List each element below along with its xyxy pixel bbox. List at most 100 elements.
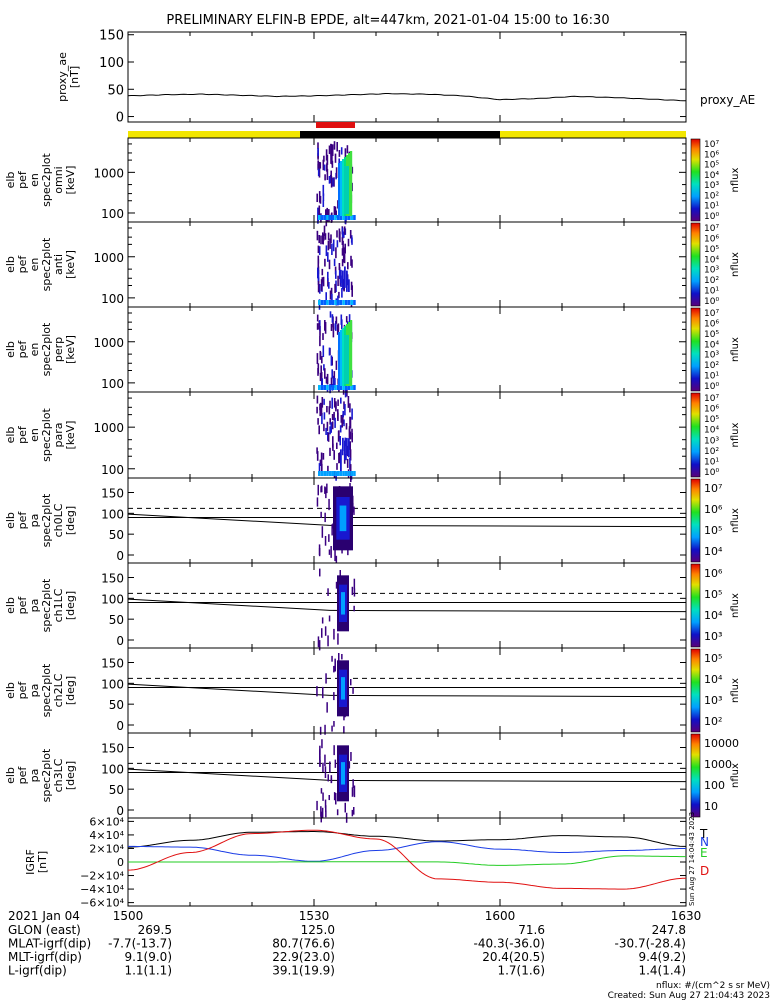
spectrogram-pixel xyxy=(351,259,353,268)
spectrogram-pixel xyxy=(347,262,349,270)
spectrogram-pixel xyxy=(339,436,341,446)
spectrogram-pixel xyxy=(324,368,326,379)
spectrogram-pixel xyxy=(322,686,324,699)
time-tick-label: 1530 xyxy=(299,909,330,923)
pa-panel-ylabel-line: elb xyxy=(4,682,17,699)
proxy-ae-ylabel-line: [nT] xyxy=(68,66,81,88)
spectrogram-pixel xyxy=(318,300,321,305)
spectrogram-pixel xyxy=(318,205,321,216)
pa-panel-ylabel-line: elb xyxy=(4,512,17,529)
spectrogram-pixel xyxy=(326,215,329,220)
spectrogram-pixel xyxy=(328,795,330,801)
colorbar-tick-label: 10⁰ xyxy=(704,212,719,222)
spectrogram-pixel xyxy=(342,437,344,452)
spectrogram-pixel xyxy=(335,581,338,589)
spectrogram-pixel xyxy=(353,605,355,612)
ephemeris-value: 247.8 xyxy=(652,923,686,937)
spectrogram-pixel xyxy=(317,368,319,376)
energy-panel-ylabel-line: pef xyxy=(16,425,29,444)
spectrogram-pixel xyxy=(337,399,339,406)
colorbar-label: nflux xyxy=(730,678,741,703)
spectrogram-pixel xyxy=(346,458,349,468)
spectrogram-pixel xyxy=(323,385,326,390)
pa-ytick-label: 50 xyxy=(109,528,124,542)
energy-panel-ylabel-line: pef xyxy=(16,170,29,189)
ephemeris-value: 71.6 xyxy=(518,923,545,937)
spectrogram-pixel xyxy=(347,471,351,476)
spectrogram-pixel xyxy=(340,147,343,155)
spectrogram-pixel xyxy=(333,177,335,187)
spectrogram-pixel xyxy=(327,252,329,262)
spectrogram-pixel xyxy=(320,404,322,416)
spectrogram-pixel xyxy=(321,268,324,276)
colorbar-tick-label: 10⁷ xyxy=(704,482,722,495)
spectrogram-pixel xyxy=(330,234,332,244)
spectrogram-pixel xyxy=(324,626,327,636)
spectrogram-pixel xyxy=(345,385,348,390)
spectrogram-pixel xyxy=(328,300,332,305)
panel-frame xyxy=(127,391,687,479)
spectrogram-pixel xyxy=(324,320,326,331)
spectrogram-pixel xyxy=(339,231,341,243)
spectrogram-pixel xyxy=(324,258,326,267)
spectrogram-pixel xyxy=(331,293,333,304)
spectrogram-pixel xyxy=(353,807,355,815)
spectrogram-pixel xyxy=(328,615,331,622)
spectrogram-pixel xyxy=(321,397,324,408)
colorbar-tick-label: 10⁴ xyxy=(704,609,723,622)
spectrogram-pixel xyxy=(335,320,337,331)
colorbar-tick-label: 1000 xyxy=(704,758,732,771)
igrf-series-T xyxy=(128,831,686,848)
proxy-ae-frame xyxy=(127,31,687,123)
spectrogram-pixel xyxy=(321,739,323,749)
spectrogram-pixel xyxy=(335,471,337,481)
spectrogram-pixel xyxy=(318,548,321,557)
spectrogram-pixel xyxy=(323,364,325,371)
spectrogram-pixel xyxy=(330,546,332,558)
spectrogram-pixel xyxy=(341,248,344,256)
spectrogram-pixel xyxy=(341,762,345,785)
colorbar-tick-label: 10⁷ xyxy=(704,224,719,234)
spectrogram-pixel xyxy=(336,442,338,449)
spectrogram-pixel xyxy=(345,454,347,461)
spectrogram-pixel xyxy=(350,679,352,686)
ephemeris-value: -7.7(-13.7) xyxy=(108,937,172,951)
spectrogram-pixel xyxy=(348,153,351,216)
igrf-ytick-label: −4×10⁴ xyxy=(80,883,124,896)
spectrogram-pixel xyxy=(324,754,326,767)
spectrogram-pixel xyxy=(333,628,335,640)
spectrogram-pixel xyxy=(320,511,322,519)
spectrogram-pixel xyxy=(343,279,345,291)
spectrogram-pixel xyxy=(336,142,338,152)
spectrogram-pixel xyxy=(328,347,331,356)
spectrogram-pixel xyxy=(351,787,354,797)
colorbar xyxy=(690,392,701,478)
spectrogram-pixel xyxy=(326,300,329,305)
igrf-legend-T: T xyxy=(699,827,708,841)
ephemeris-value: 1.7(1.6) xyxy=(497,964,545,978)
colorbar-tick-label: 10³ xyxy=(704,266,719,276)
spectrogram-pixel xyxy=(317,418,319,425)
dayside-bar xyxy=(500,131,686,138)
spectrogram-pixel xyxy=(334,266,337,275)
spectrogram-pixel xyxy=(316,686,318,697)
pa-panel-1: 150 100 50 0 elb pef pa spec2plot ch1LC [deg] 10⁶ 1… xyxy=(4,562,741,651)
spectrogram-pixel xyxy=(338,163,341,216)
spectrogram-pixel xyxy=(328,145,331,155)
spectrogram-pixel xyxy=(333,692,335,701)
spectrogram-pixel xyxy=(334,759,337,768)
spectrogram-pixel xyxy=(331,369,333,379)
spectrogram-pixel xyxy=(337,633,339,645)
spectrogram-pixel xyxy=(335,167,338,178)
colorbar-tick-label: 10³ xyxy=(704,630,722,643)
spectrogram-pixel xyxy=(341,227,344,240)
spectrogram-pixel xyxy=(319,459,322,467)
spectrogram-pixel xyxy=(317,153,319,160)
spectrogram-pixel xyxy=(332,443,334,451)
spectrogram-pixel xyxy=(334,300,337,305)
spectrogram-pixel xyxy=(333,398,336,408)
spectrogram-pixel xyxy=(327,465,329,474)
colorbar-tick-label: 10⁵ xyxy=(704,588,722,601)
